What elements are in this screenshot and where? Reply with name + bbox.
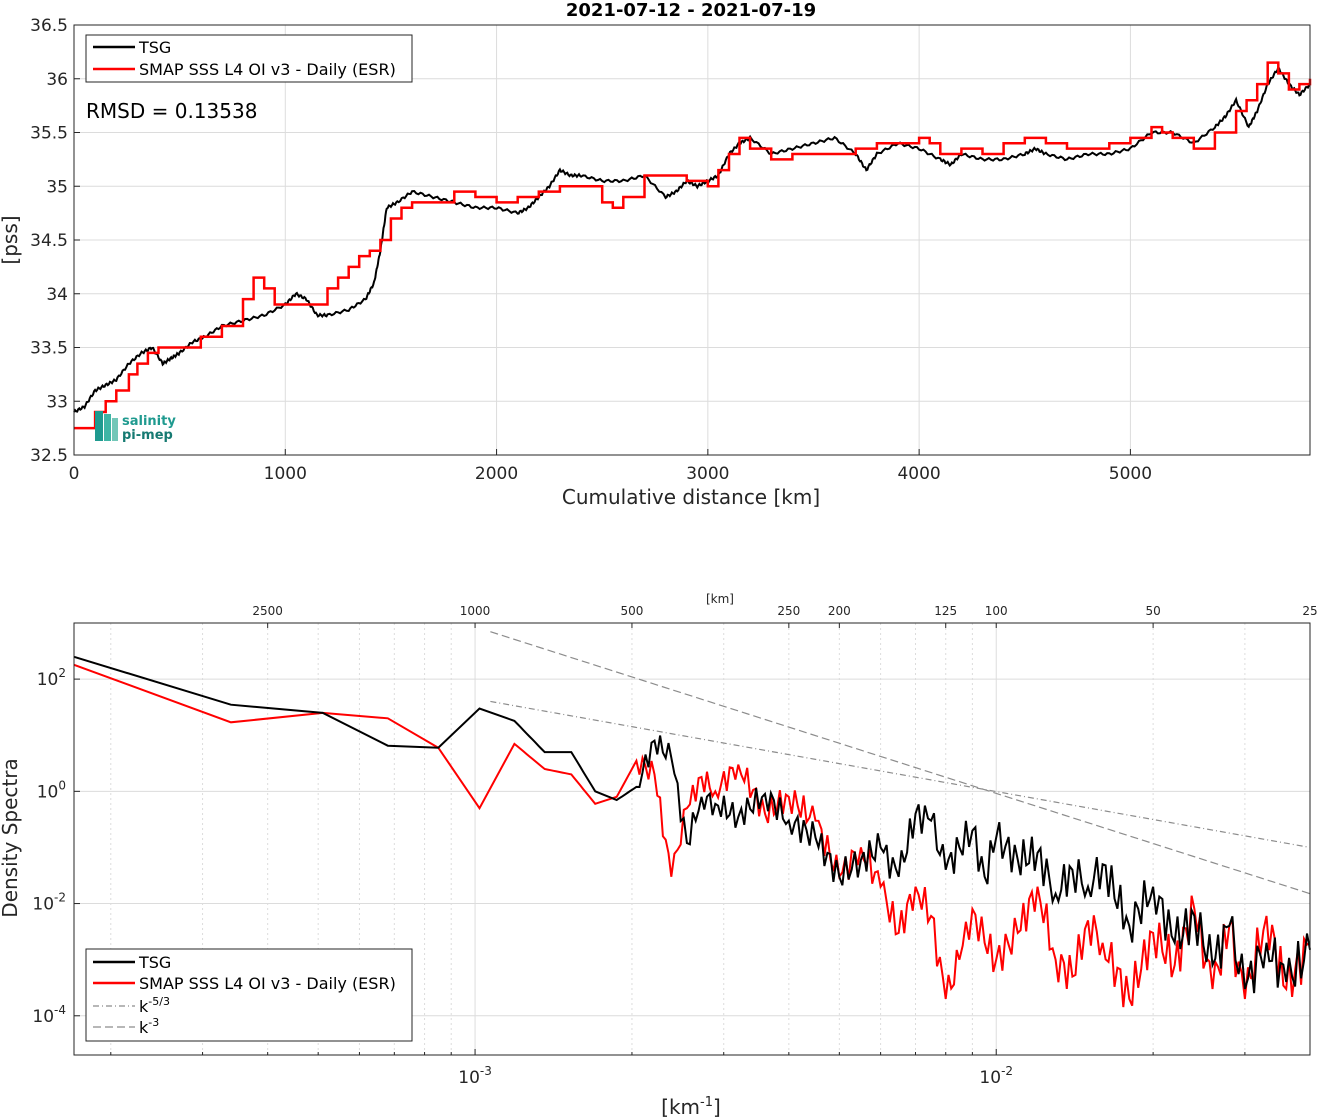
bottom-y-tick-label: 10-4 [32,1003,66,1027]
salinity-pi-mep-logo: salinity pi-mep [95,411,176,443]
bottom-ticks: 10-4 10-2 100 102 10-3 10-2 2500 1000 500 250 200 1… [32,604,1317,1088]
bottom-y-tick-label: 102 [37,666,66,690]
logo-bar-1 [95,411,103,441]
top-ticks: 0 1000 2000 3000 4000 5000 32.5 33 33.5 34 34.5 35 3… [30,16,1152,484]
logo-text-2: pi-mep [122,428,173,443]
tsg-salinity-line [73,64,1311,413]
top-km-tick-label: 1000 [460,604,491,618]
bottom-y-tick-label: 10-2 [32,891,66,915]
top-y-tick-label: 34.5 [30,231,68,251]
top-x-tick-label: 4000 [897,464,940,484]
bottom-x-label: [km-1] [661,1095,721,1119]
top-legend-tsg-label: TSG [138,38,171,57]
smap-salinity-line [73,61,1312,430]
bottom-legend-box [85,948,413,1042]
top-y-tick-label: 34 [46,285,68,305]
top-km-tick-label: 500 [620,604,643,618]
top-km-tick-label: 100 [985,604,1008,618]
bottom-legend: TSG SMAP SSS L4 OI v3 - Daily (ESR) k-5/… [85,948,413,1042]
top-km-tick-label: 200 [828,604,851,618]
tsg-spectrum-line [73,655,1311,994]
top-axis-label: [km] [706,592,734,606]
top-y-label: [pss] [0,215,22,264]
salinity-chart: 2021-07-12 - 2021-07-19 0 1000 2000 3000 400… [0,0,1312,509]
smap-spectrum-line [73,663,1311,1008]
top-x-tick-label: 0 [69,464,80,484]
top-x-label: Cumulative distance [km] [562,485,820,509]
k53-reference-line [490,700,1311,849]
logo-bar-2 [104,414,111,441]
top-y-tick-label: 35.5 [30,124,68,144]
top-y-tick-label: 33.5 [30,339,68,359]
top-km-tick-label: 250 [777,604,800,618]
bottom-x-label-main: [km [661,1095,700,1119]
top-legend-smap-label: SMAP SSS L4 OI v3 - Daily (ESR) [139,60,396,79]
top-km-tick-label: 125 [934,604,957,618]
top-series [73,61,1312,430]
top-x-tick-label: 5000 [1109,464,1152,484]
top-km-tick-label: 2500 [252,604,283,618]
bottom-axes-box [73,622,1311,1056]
top-x-tick-label: 3000 [686,464,729,484]
bottom-x-label-sup: -1 [700,1095,713,1110]
top-y-tick-label: 36.5 [30,16,68,36]
top-y-tick-label: 36 [46,70,68,90]
bottom-legend-tsg-label: TSG [138,953,171,972]
top-legend: TSG SMAP SSS L4 OI v3 - Daily (ESR) [85,34,413,83]
bottom-y-tick-label: 100 [37,778,66,802]
bottom-y-label: Density Spectra [0,758,22,917]
top-x-tick-label: 2000 [475,464,518,484]
top-grid [73,24,1310,456]
top-km-tick-label: 50 [1145,604,1160,618]
bottom-x-tick-label: 10-2 [979,1064,1013,1088]
logo-bar-3 [112,418,118,441]
chart-title: 2021-07-12 - 2021-07-19 [566,0,816,21]
bottom-x-tick-label: 10-3 [458,1064,492,1088]
top-x-tick-label: 1000 [264,464,307,484]
bottom-series [73,631,1311,1008]
logo-text-1: salinity [122,414,176,429]
spectra-chart: 10-4 10-2 100 102 10-3 10-2 2500 1000 500 250 200 1… [0,592,1317,1119]
top-y-tick-label: 33 [46,392,68,412]
bottom-legend-smap-label: SMAP SSS L4 OI v3 - Daily (ESR) [139,974,396,993]
bottom-x-label-close: ] [713,1095,721,1119]
top-y-tick-label: 32.5 [30,446,68,466]
rmsd-annotation: RMSD = 0.13538 [86,99,257,123]
top-y-tick-label: 35 [46,177,68,197]
top-km-tick-label: 25 [1302,604,1317,618]
top-legend-box [85,34,413,83]
